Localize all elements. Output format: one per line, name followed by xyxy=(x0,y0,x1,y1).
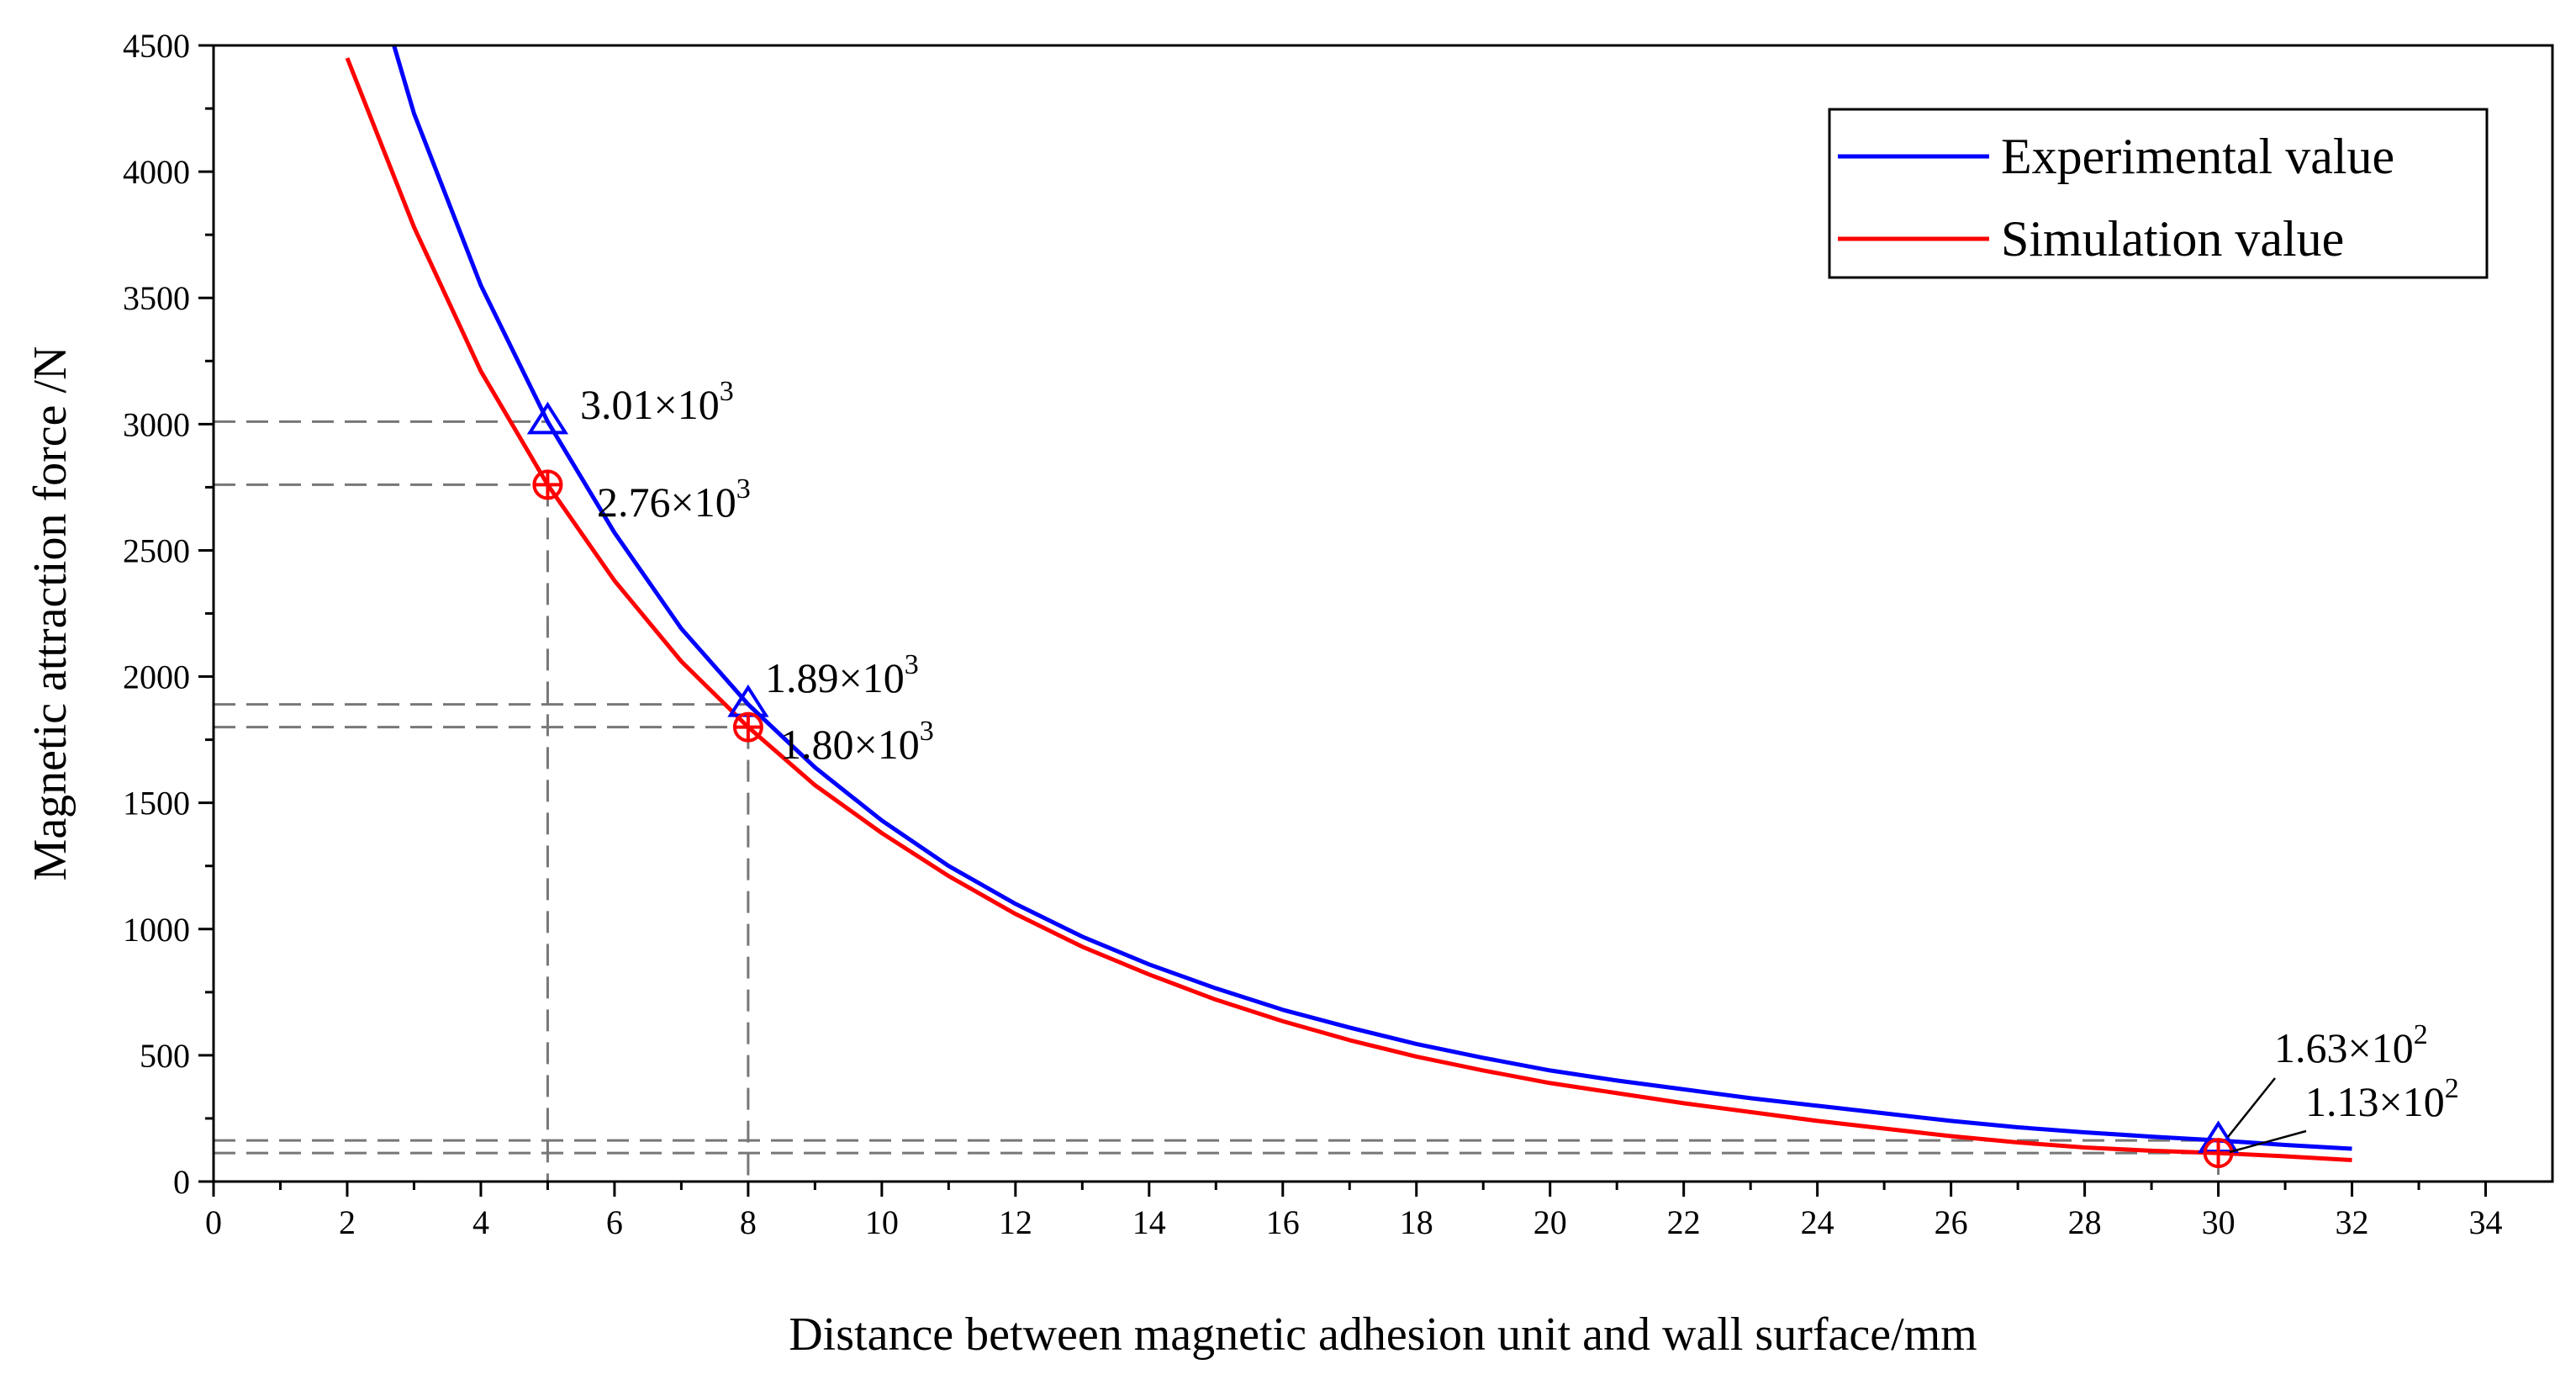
circle-plus-marker xyxy=(532,469,563,500)
x-tick-label: 18 xyxy=(1400,1203,1433,1241)
y-tick-label: 1500 xyxy=(123,785,190,822)
y-axis-title: Magnetic attraction force /N xyxy=(24,346,77,881)
series-line-experimental xyxy=(392,45,2352,1151)
circle-plus-marker xyxy=(732,711,763,743)
x-tick-label: 2 xyxy=(339,1203,356,1241)
y-tick-label: 500 xyxy=(140,1037,190,1075)
annotations: 3.01×1032.76×1031.89×1031.80×1031.63×102… xyxy=(580,376,2459,1154)
annotation-label: 1.63×102 xyxy=(2274,1019,2428,1071)
y-tick-label: 4500 xyxy=(123,27,190,65)
annotation-mantissa: 1.80×10 xyxy=(780,721,920,768)
x-tick-label: 14 xyxy=(1132,1203,1166,1241)
annotation-exponent: 3 xyxy=(720,376,734,407)
annotation-label: 1.13×102 xyxy=(2305,1073,2459,1125)
x-tick-label: 20 xyxy=(1533,1203,1567,1241)
data-lines xyxy=(345,45,2352,1162)
triangle-marker xyxy=(526,401,569,435)
annotation-mantissa: 1.89×10 xyxy=(765,654,905,701)
annotation-exponent: 2 xyxy=(2445,1073,2459,1104)
y-tick-label: 2500 xyxy=(123,531,190,569)
data-markers xyxy=(526,401,2240,1169)
series-line-simulation xyxy=(345,57,2352,1162)
x-tick-label: 22 xyxy=(1667,1203,1701,1241)
y-tick-label: 3000 xyxy=(123,405,190,443)
y-tick-label: 1000 xyxy=(123,911,190,949)
x-tick-label: 6 xyxy=(606,1203,623,1241)
x-tick-label: 32 xyxy=(2336,1203,2369,1241)
x-tick-label: 0 xyxy=(205,1203,222,1241)
annotation-label: 2.76×103 xyxy=(597,473,751,526)
annotation-mantissa: 2.76×10 xyxy=(597,479,736,526)
annotation-exponent: 3 xyxy=(920,716,934,747)
annotation-exponent: 3 xyxy=(905,649,919,680)
annotation-leader xyxy=(2229,1129,2307,1154)
legend-box xyxy=(1828,108,2489,279)
circle-plus-marker xyxy=(2203,1138,2234,1169)
annotation-mantissa: 3.01×10 xyxy=(580,381,720,428)
annotation-label: 1.80×103 xyxy=(780,716,934,768)
annotation-leader xyxy=(2227,1077,2276,1138)
x-tick-label: 10 xyxy=(865,1203,899,1241)
y-tick-label: 0 xyxy=(173,1163,190,1201)
annotation-label: 1.89×103 xyxy=(765,649,919,701)
legend-label: Simulation value xyxy=(2001,211,2344,267)
x-tick-label: 26 xyxy=(1935,1203,1968,1241)
annotation-mantissa: 1.13×10 xyxy=(2305,1078,2445,1125)
x-tick-label: 12 xyxy=(999,1203,1032,1241)
annotation-exponent: 2 xyxy=(2414,1019,2428,1050)
x-axis-title: Distance between magnetic adhesion unit … xyxy=(789,1309,1977,1361)
y-tick-label: 2000 xyxy=(123,658,190,696)
legend-label: Experimental value xyxy=(2001,129,2394,184)
x-tick-label: 8 xyxy=(740,1203,757,1241)
annotation-exponent: 3 xyxy=(736,473,751,505)
y-tick-label: 4000 xyxy=(123,153,190,191)
x-tick-label: 34 xyxy=(2469,1203,2503,1241)
x-tick-label: 24 xyxy=(1801,1203,1834,1241)
x-tick-label: 30 xyxy=(2202,1203,2236,1241)
x-tick-label: 28 xyxy=(2068,1203,2102,1241)
y-tick-label: 3500 xyxy=(123,279,190,317)
legend: Experimental value Simulation value xyxy=(1828,108,2489,279)
axes: 0 2 4 6 8 10 12 14 16 18 20 22 24 26 28 30 32 34050010001… xyxy=(24,27,2554,1361)
annotation-label: 3.01×103 xyxy=(580,376,734,428)
x-tick-label: 4 xyxy=(472,1203,489,1241)
x-tick-label: 16 xyxy=(1266,1203,1300,1241)
annotation-mantissa: 1.63×10 xyxy=(2274,1024,2414,1071)
guide-lines xyxy=(214,420,2220,1182)
